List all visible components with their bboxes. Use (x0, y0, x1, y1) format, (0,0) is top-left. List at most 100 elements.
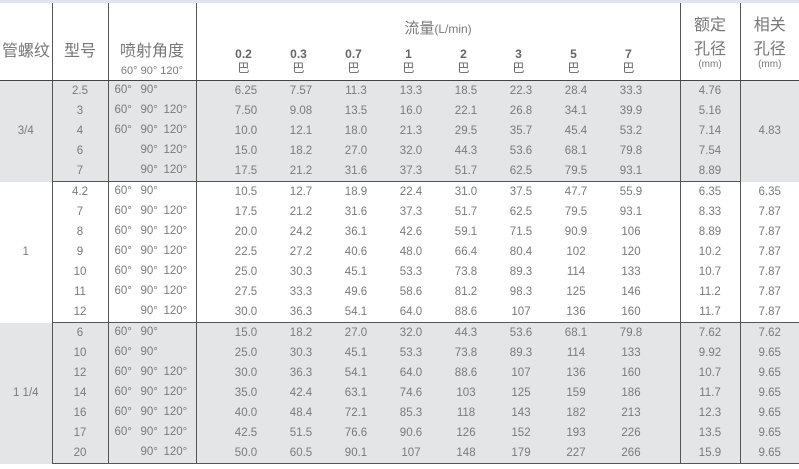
rated-bore: 15.9 (679, 443, 740, 464)
table-row: 7 90° 120° 17.5 21.2 31.6 37.3 51.7 62.5 79.5 93.1… (0, 161, 799, 182)
pressure-header: 0.7 巴 (345, 47, 362, 75)
table-row: 3/4 2.5 60° 90° 6.25 7.57 11.3 13.3 18.5 22.3 28.4… (0, 80, 799, 182)
model-cell: 3 (51, 101, 108, 121)
flow-value: 27.0 (344, 145, 368, 157)
model-cell: 6 (51, 141, 108, 161)
table-row: 17 60° 90° 120° 42.5 51.5 76.6 90.6 126 152 193 226… (0, 423, 799, 443)
flow-value: 73.8 (454, 266, 478, 278)
rated-bore: 12.3 (679, 403, 740, 423)
flow-value: 42.6 (399, 226, 423, 238)
flow-value: 133 (621, 347, 641, 359)
related-bore: 7.87 (739, 302, 799, 323)
related-bore: 7.87 (739, 222, 799, 242)
model-cell: 4.2 (51, 181, 108, 202)
angle-cell: 90° 120° (107, 141, 196, 161)
flow-value: 114 (566, 266, 586, 278)
pressure-header: 0.3 巴 (290, 47, 307, 75)
thread-size: 3/4 (0, 80, 52, 182)
flow-value: 54.1 (344, 367, 368, 379)
table-row: 6 90° 120° 15.0 18.2 27.0 32.0 44.3 53.6 68.1 79.8… (0, 141, 799, 161)
related-bore-header: 相关 孔径 (mm) (739, 3, 799, 81)
flow-cells: 7.50 9.08 13.5 16.0 22.1 26.8 34.1 39.9 (195, 101, 680, 121)
thread-header: 管螺纹 (0, 3, 52, 81)
flow-value: 53.3 (399, 266, 423, 278)
flow-value: 53.3 (399, 347, 423, 359)
angle-header: 喷射角度 60° 90° 120° (107, 3, 196, 81)
flow-value: 118 (456, 407, 476, 419)
table-row: 12 60° 90° 120° 30.0 36.3 54.1 64.0 88.6 107 136 16… (0, 363, 799, 383)
flow-value: 59.1 (454, 226, 478, 238)
angle-value: 120° (163, 285, 188, 297)
flow-value: 42.4 (289, 387, 313, 399)
table-row: 8 60° 90° 120° 20.0 24.2 36.1 42.6 59.1 71.5 90.9 1… (0, 222, 799, 242)
flow-value: 21.2 (289, 165, 313, 177)
angle-value: 90° (140, 84, 158, 96)
flow-value: 146 (621, 286, 641, 298)
flow-cells: 25.0 30.3 45.1 53.3 73.8 89.3 114 133 (195, 262, 680, 282)
angle-cell: 60° 90° 120° (107, 403, 196, 423)
rated-bore: 10.7 (679, 262, 740, 282)
related-bore: 9.65 (739, 383, 799, 403)
rated-bore: 8.33 (679, 202, 740, 222)
flow-cells: 35.0 42.4 63.1 74.6 103 125 159 186 (195, 383, 680, 403)
flow-value: 182 (566, 407, 586, 419)
thread-size: 1 1/4 (0, 322, 52, 464)
flow-value: 79.5 (564, 165, 588, 177)
rated-bore: 8.89 (679, 222, 740, 242)
flow-value: 9.08 (289, 105, 313, 117)
flow-value: 79.5 (564, 206, 588, 218)
flow-value: 106 (621, 226, 641, 238)
angle-value: 120° (163, 104, 188, 116)
model-cell: 2.5 (51, 80, 108, 101)
flow-value: 33.3 (289, 286, 313, 298)
flow-value: 71.5 (509, 226, 533, 238)
flow-value: 27.5 (234, 286, 258, 298)
flow-value: 22.4 (399, 186, 423, 198)
thread-size: 1 (0, 181, 52, 323)
angle-value: 60° (114, 366, 132, 378)
related-bore: 7.62 (739, 322, 799, 343)
angle-cell: 60° 90° 120° (107, 262, 196, 282)
flow-value: 18.2 (289, 145, 313, 157)
flow-value: 125 (511, 387, 531, 399)
flow-value: 35.0 (234, 387, 258, 399)
angle-cell: 90° 120° (107, 302, 196, 323)
flow-value: 152 (511, 427, 531, 439)
angle-cell: 60° 90° 120° (107, 222, 196, 242)
flow-value: 33.3 (619, 85, 643, 97)
flow-value: 90.6 (399, 427, 423, 439)
table-row: 3 60° 90° 120° 7.50 9.08 13.5 16.0 22.1 26.8 34.1 3… (0, 101, 799, 121)
flow-value: 7.50 (234, 105, 258, 117)
angle-value: 60° (114, 124, 132, 136)
angle-value: 60° (114, 265, 132, 277)
flow-value: 50.0 (234, 447, 258, 459)
flow-value: 266 (621, 447, 641, 459)
angle-cell: 90° 120° (107, 161, 196, 182)
flow-value: 31.6 (344, 206, 368, 218)
flow-cells: 25.0 30.3 45.1 53.3 73.8 89.3 114 133 (195, 343, 680, 363)
rated-bore: 7.54 (679, 141, 740, 161)
flow-value: 107 (511, 367, 531, 379)
flow-value: 186 (621, 387, 641, 399)
rated-bore: 8.89 (679, 161, 740, 182)
model-header: 型号 (51, 3, 108, 81)
flow-value: 18.9 (344, 186, 368, 198)
flow-value: 51.7 (454, 206, 478, 218)
flow-value: 93.1 (619, 165, 643, 177)
flow-value: 37.5 (509, 186, 533, 198)
flow-value: 17.5 (234, 165, 258, 177)
angle-value: 120° (163, 245, 188, 257)
flow-value: 28.4 (564, 85, 588, 97)
related-bore: 6.35 (739, 181, 799, 202)
flow-value: 36.3 (289, 367, 313, 379)
angle-value: 60° (114, 104, 132, 116)
flow-value: 53.2 (619, 125, 643, 137)
flow-value: 20.0 (234, 226, 258, 238)
flow-value: 15.0 (234, 327, 258, 339)
flow-value: 30.0 (234, 367, 258, 379)
flow-value: 90.1 (344, 447, 368, 459)
flow-value: 22.1 (454, 105, 478, 117)
flow-value: 45.4 (564, 125, 588, 137)
flow-value: 126 (456, 427, 476, 439)
